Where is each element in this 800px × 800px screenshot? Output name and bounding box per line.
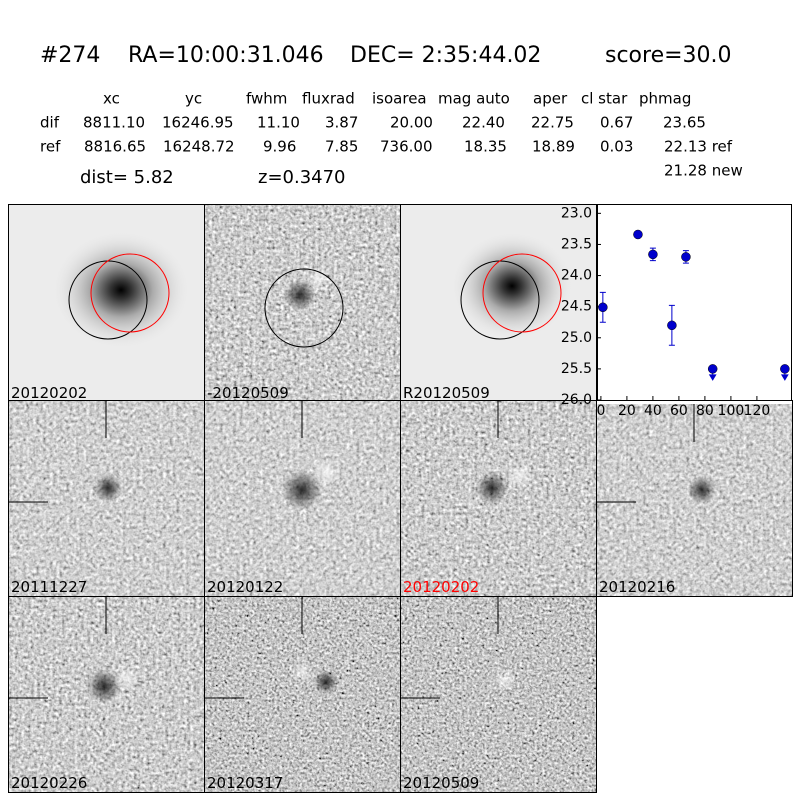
x-tick-label: 20 — [618, 403, 636, 419]
stamp-label: 20111227 — [11, 578, 87, 596]
x-tick-label: 120 — [744, 403, 771, 419]
point — [681, 252, 691, 262]
x-tick-label: 40 — [644, 403, 662, 419]
stamp-label: 20120202 — [11, 384, 87, 402]
y-tick-label: 24.5 — [561, 299, 592, 315]
cell: 11.10 — [257, 114, 300, 132]
blob — [688, 476, 716, 504]
redshift: z=0.3470 — [258, 167, 346, 188]
plot-area — [597, 204, 792, 401]
cell: 9.96 — [263, 138, 296, 156]
stamp-label: R20120509 — [403, 384, 490, 402]
column-header: xc — [103, 90, 120, 108]
blob — [291, 661, 313, 683]
blob — [282, 470, 322, 510]
cell: 7.85 — [325, 138, 358, 156]
cell: 18.89 — [532, 138, 575, 156]
column-header: aper — [533, 90, 568, 108]
cell: 16248.72 — [163, 138, 235, 156]
cell: 0.03 — [600, 138, 633, 156]
y-tick-label: 25.0 — [561, 330, 592, 346]
y-tick-label: 24.0 — [561, 268, 592, 284]
row-label: dif — [40, 114, 60, 132]
y-tick-label: 26.0 — [561, 392, 592, 408]
column-header: yc — [185, 90, 202, 108]
blob — [312, 458, 340, 486]
column-header: fluxrad — [302, 90, 355, 108]
x-tick-label: 0 — [596, 403, 605, 419]
cell: 16246.95 — [162, 114, 234, 132]
blob — [284, 279, 316, 311]
score: score=30.0 — [605, 43, 732, 68]
point — [633, 229, 643, 240]
stamp-label: 20120216 — [599, 578, 675, 596]
point — [707, 364, 718, 374]
galaxy — [51, 230, 191, 350]
x-tick-label: 80 — [696, 403, 714, 419]
blob — [306, 266, 330, 290]
x-tick-label: 100 — [718, 403, 745, 419]
cell: 18.35 — [464, 138, 507, 156]
y-tick-label: 25.5 — [561, 361, 592, 377]
ra: RA=10:00:31.046 — [128, 43, 324, 68]
blob — [114, 666, 138, 690]
cell: 22.13 ref — [664, 138, 733, 156]
column-header: mag auto — [438, 90, 510, 108]
cell: 8816.65 — [84, 138, 146, 156]
cell: 8811.10 — [83, 114, 145, 132]
point — [598, 302, 608, 313]
crosshairs — [8, 400, 695, 699]
blob — [314, 670, 338, 694]
stamp-label: -20120509 — [207, 384, 289, 402]
circle — [264, 268, 344, 348]
stamp-label: 20120226 — [11, 774, 87, 792]
column-header: cl star — [581, 90, 628, 108]
column-header: phmag — [639, 90, 691, 108]
x-tick-label: 60 — [670, 403, 688, 419]
cell: 21.28 new — [664, 162, 743, 180]
circle — [482, 253, 562, 333]
column-header: isoarea — [372, 90, 427, 108]
column-header: fwhm — [246, 90, 287, 108]
y-tick-label: 23.5 — [561, 236, 592, 252]
cell: 20.00 — [390, 114, 433, 132]
row-label: ref — [40, 138, 61, 156]
blob — [94, 474, 122, 502]
cell: 22.75 — [531, 114, 574, 132]
y-tick-label: 23.0 — [561, 205, 592, 221]
circle — [90, 253, 170, 333]
dec: DEC= 2:35:44.02 — [350, 43, 541, 68]
point — [780, 364, 790, 374]
cell: 22.40 — [462, 114, 505, 132]
candidate-id: #274 — [40, 43, 100, 68]
cell: 0.67 — [600, 114, 633, 132]
cell: 23.65 — [663, 114, 706, 132]
stamp-label: 20120122 — [207, 578, 283, 596]
point — [667, 320, 677, 331]
stamp-borders — [8, 204, 793, 793]
cell: 3.87 — [325, 114, 358, 132]
blob — [493, 668, 517, 692]
galaxy — [450, 231, 574, 341]
stamp-label: 20120509 — [403, 774, 479, 792]
cell: 736.00 — [380, 138, 433, 156]
stamp-label: 20120317 — [207, 774, 283, 792]
stamp-label: 20120202 — [403, 578, 479, 596]
table: xc yc fwhm fluxrad isoarea mag auto aper cl sta… — [40, 90, 743, 180]
point — [648, 249, 658, 260]
stamps: 20120202 -20120509 R20120509 20111227 20… — [8, 204, 793, 793]
light-curve: 0 20 40 60 80 100 120 23.0 23.5 24.0 24.5 25.0 25.5 2… — [561, 204, 792, 419]
dist: dist= 5.82 — [80, 167, 174, 188]
blob — [507, 462, 533, 488]
blob — [476, 472, 508, 504]
blob — [87, 669, 121, 703]
